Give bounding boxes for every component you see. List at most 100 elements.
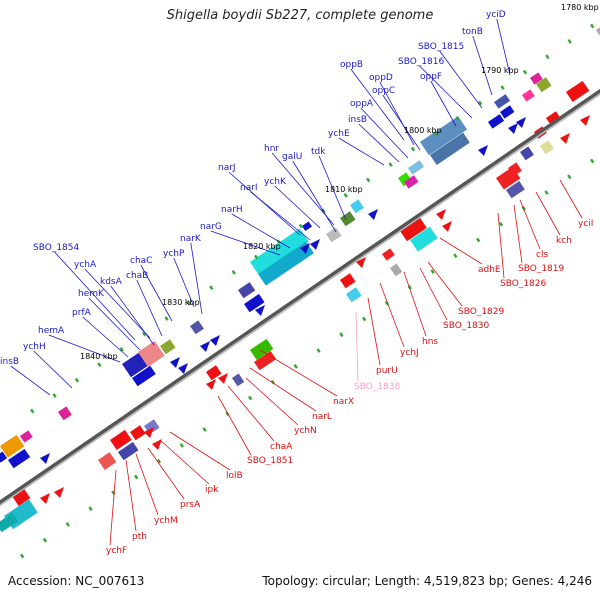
gene-label-sbo_1819[interactable]: SBO_1819 xyxy=(518,264,564,274)
gene-label-sbo_1826[interactable]: SBO_1826 xyxy=(500,279,546,289)
gene-leader-line xyxy=(439,50,483,109)
genome-backbone-highlight xyxy=(0,92,600,507)
gene-feature xyxy=(494,94,511,109)
gene-label-oppa[interactable]: oppA xyxy=(350,99,374,109)
gene-label-ychm[interactable]: ychM xyxy=(154,516,178,526)
gene-leader-line xyxy=(10,365,51,396)
gene-direction-arrow xyxy=(356,257,366,268)
gene-leader-line xyxy=(54,251,136,341)
gene-leader-line xyxy=(419,65,473,119)
gene-feature xyxy=(340,211,356,227)
gene-label-kch[interactable]: kch xyxy=(556,236,572,246)
gene-label-hema[interactable]: hemA xyxy=(38,326,65,336)
gene-label-ychh[interactable]: ychH xyxy=(23,342,46,352)
gene-feature xyxy=(249,338,274,360)
gene-label-sbo_1816[interactable]: SBO_1816 xyxy=(398,57,444,67)
gene-feature xyxy=(536,77,552,93)
accession-label: Accession: NC_007613 xyxy=(8,574,145,588)
gene-label-ychk[interactable]: ychK xyxy=(264,177,287,187)
gene-leader-line xyxy=(419,267,448,321)
gene-direction-arrow xyxy=(200,341,210,352)
tick-mark xyxy=(316,348,321,353)
gene-label-prfa[interactable]: prfA xyxy=(72,308,92,318)
gene-feature xyxy=(258,241,314,286)
gene-label-sbo_1815[interactable]: SBO_1815 xyxy=(418,42,464,52)
gene-leader-line xyxy=(439,237,483,265)
gene-label-sbo_1829[interactable]: SBO_1829 xyxy=(458,307,504,317)
gene-label-ychf[interactable]: ychF xyxy=(106,546,127,556)
gene-leader-line xyxy=(259,349,338,397)
gene-label-sbo_1838[interactable]: SBO_1838 xyxy=(354,382,400,392)
gene-label-narj[interactable]: narJ xyxy=(218,163,236,173)
gene-label-oppc[interactable]: oppC xyxy=(372,86,395,96)
tick-mark xyxy=(142,331,147,337)
gene-leader-line xyxy=(227,385,275,442)
gene-label-ychj[interactable]: ychJ xyxy=(400,348,419,358)
gene-label-cls[interactable]: cls xyxy=(536,250,548,260)
gene-label-ycha[interactable]: ychA xyxy=(74,260,97,270)
gene-label-ycii[interactable]: yciI xyxy=(578,219,593,229)
gene-label-nark[interactable]: narK xyxy=(180,234,202,244)
gene-label-oppf[interactable]: oppF xyxy=(420,72,442,82)
tick-mark xyxy=(186,300,192,306)
gene-label-hns[interactable]: hns xyxy=(422,337,438,347)
gene-feature xyxy=(122,352,148,378)
gene-label-sbo_1830[interactable]: SBO_1830 xyxy=(443,321,489,331)
tick-mark xyxy=(30,408,35,414)
gene-label-pth[interactable]: pth xyxy=(132,532,147,542)
tick-mark xyxy=(74,377,80,383)
gene-feature xyxy=(138,340,165,367)
gene-label-oppb[interactable]: oppB xyxy=(340,60,363,70)
gene-label-narh[interactable]: narH xyxy=(221,205,243,215)
gene-label-ycid[interactable]: yciD xyxy=(486,10,506,20)
gene-label-chab[interactable]: chaB xyxy=(126,271,148,281)
gene-label-ipk[interactable]: ipk xyxy=(205,485,219,495)
gene-label-sbo_1854[interactable]: SBO_1854 xyxy=(33,243,79,253)
tick-mark xyxy=(164,316,169,321)
gene-label-sbo_1851[interactable]: SBO_1851 xyxy=(247,456,293,466)
gene-label-prsa[interactable]: prsA xyxy=(180,500,201,510)
tick-mark xyxy=(545,54,550,60)
gene-label-hemk[interactable]: hemK xyxy=(78,289,105,299)
gene-label-insb[interactable]: insB xyxy=(0,357,19,367)
gene-label-adhe[interactable]: adhE xyxy=(478,265,501,275)
gene-label-narx[interactable]: narX xyxy=(333,397,354,407)
gene-label-lolb[interactable]: lolB xyxy=(226,471,243,481)
gene-label-narl[interactable]: narL xyxy=(312,412,332,422)
tick-mark xyxy=(52,393,57,398)
gene-label-hnr[interactable]: hnr xyxy=(264,144,279,154)
gene-leader-line xyxy=(125,459,137,532)
gene-label-chaa[interactable]: chaA xyxy=(270,442,293,452)
gene-direction-arrow xyxy=(178,363,188,374)
gene-label-nari[interactable]: narI xyxy=(240,183,258,193)
gene-label-puru[interactable]: purU xyxy=(376,366,398,376)
gene-label-yche[interactable]: ychE xyxy=(328,129,350,139)
gene-feature xyxy=(398,214,427,242)
genome-backbone xyxy=(0,88,600,507)
gene-leader-line xyxy=(250,191,311,241)
gene-label-oppd[interactable]: oppD xyxy=(369,73,393,83)
gene-label-tdk[interactable]: tdk xyxy=(311,147,326,157)
tick-mark xyxy=(179,443,184,448)
gene-leader-line xyxy=(358,123,400,163)
gene-label-narg[interactable]: narG xyxy=(200,222,222,232)
tick-mark xyxy=(544,190,549,195)
gene-label-ychp[interactable]: ychP xyxy=(163,249,185,259)
gene-label-chac[interactable]: chaC xyxy=(130,256,152,266)
kbp-label: 1810 kbp xyxy=(325,185,363,194)
tick-mark xyxy=(590,23,595,29)
gene-label-kdsa[interactable]: kdsA xyxy=(100,277,123,287)
tick-mark xyxy=(522,69,528,75)
gene-label-insb[interactable]: insB xyxy=(348,115,367,125)
gene-label-ychn[interactable]: ychN xyxy=(294,426,317,436)
tick-mark xyxy=(410,146,416,152)
gene-leader-line xyxy=(379,81,415,146)
gene-label-tonb[interactable]: tonB xyxy=(462,27,483,37)
gene-direction-arrow xyxy=(560,133,570,144)
gene-leader-line xyxy=(382,94,421,151)
tick-mark xyxy=(590,158,595,164)
gene-label-galu[interactable]: galU xyxy=(282,152,302,162)
gene-feature xyxy=(350,199,364,214)
